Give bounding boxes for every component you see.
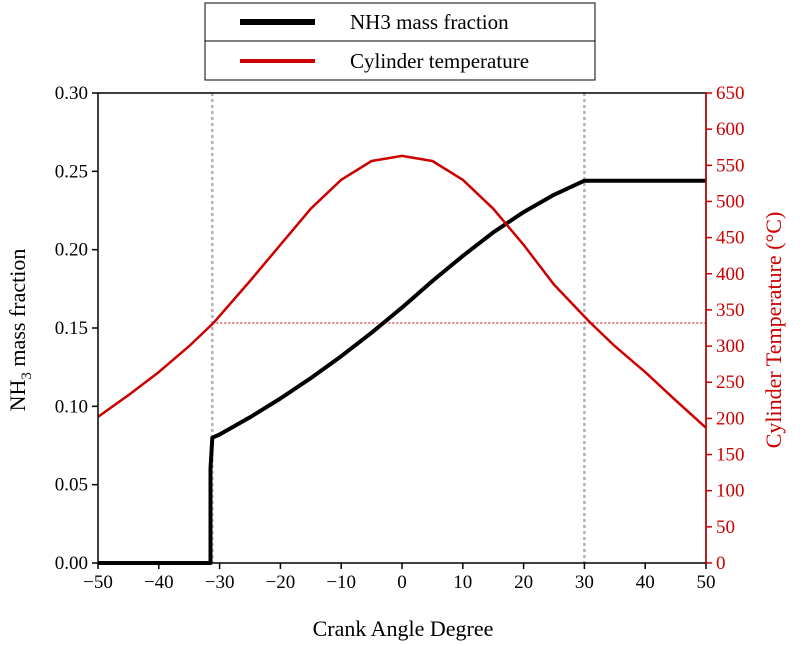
y-right-tick-label-8: 400 (716, 264, 745, 285)
y-left-tick-label-1: 0.05 (55, 475, 88, 496)
x-axis-title: Crank Angle Degree (313, 616, 494, 641)
y-axis-right-title: Cylinder Temperature (°C) (761, 212, 786, 449)
x-tick-label-1: −40 (144, 572, 174, 593)
y-right-tick-label-7: 350 (716, 300, 745, 321)
y-axis-left-title: NH3 mass fraction (5, 249, 35, 412)
y-right-tick-label-3: 150 (716, 445, 745, 466)
y-left-tick-label-0: 0.00 (55, 553, 88, 574)
x-tick-label-2: −30 (205, 572, 235, 593)
ticks: −50 −40 −30 −20 −10 0 10 20 30 40 50 0.00 0.05 0.10 0.… (55, 83, 745, 593)
x-tick-label-8: 30 (575, 572, 594, 593)
x-tick-label-4: −10 (326, 572, 356, 593)
y-axis-left-title-main: NH (5, 379, 30, 411)
y-right-tick-label-5: 250 (716, 372, 745, 393)
y-left-tick-label-6: 0.30 (55, 83, 88, 104)
x-tick-label-0: −50 (83, 572, 113, 593)
series-line-1 (97, 154, 707, 429)
guide-lines (211, 93, 706, 563)
y-right-tick-label-9: 450 (716, 228, 745, 249)
series-layer (97, 154, 707, 565)
y-right-tick-label-6: 300 (716, 336, 745, 357)
x-tick-label-7: 20 (514, 572, 533, 593)
x-tick-label-6: 10 (453, 572, 472, 593)
y-right-tick-label-1: 50 (716, 517, 735, 538)
y-right-tick-label-13: 650 (716, 83, 745, 104)
y-axis-left-title-rest: mass fraction (5, 249, 30, 372)
series-line-0 (98, 178, 706, 565)
legend: NH3 mass fraction Cylinder temperature (204, 2, 596, 81)
legend-label-temperature: Cylinder temperature (350, 49, 529, 73)
y-axis-left-title-subscript: 3 (19, 372, 35, 380)
y-right-tick-label-11: 550 (716, 155, 745, 176)
y-right-tick-label-4: 200 (716, 408, 745, 429)
plot-frame (97, 92, 707, 564)
y-right-tick-label-0: 0 (716, 553, 726, 574)
y-right-tick-label-10: 500 (716, 191, 745, 212)
x-tick-label-5: 0 (397, 572, 407, 593)
y-left-tick-label-3: 0.15 (55, 318, 88, 339)
y-left-tick-label-5: 0.25 (55, 161, 88, 182)
x-tick-label-10: 50 (697, 572, 716, 593)
x-tick-label-3: −20 (266, 572, 296, 593)
y-right-tick-label-2: 100 (716, 481, 745, 502)
y-left-tick-label-2: 0.10 (55, 396, 88, 417)
legend-label-nh3: NH3 mass fraction (350, 10, 509, 34)
x-tick-label-9: 40 (636, 572, 655, 593)
y-right-tick-label-12: 600 (716, 119, 745, 140)
y-left-tick-label-4: 0.20 (55, 240, 88, 261)
